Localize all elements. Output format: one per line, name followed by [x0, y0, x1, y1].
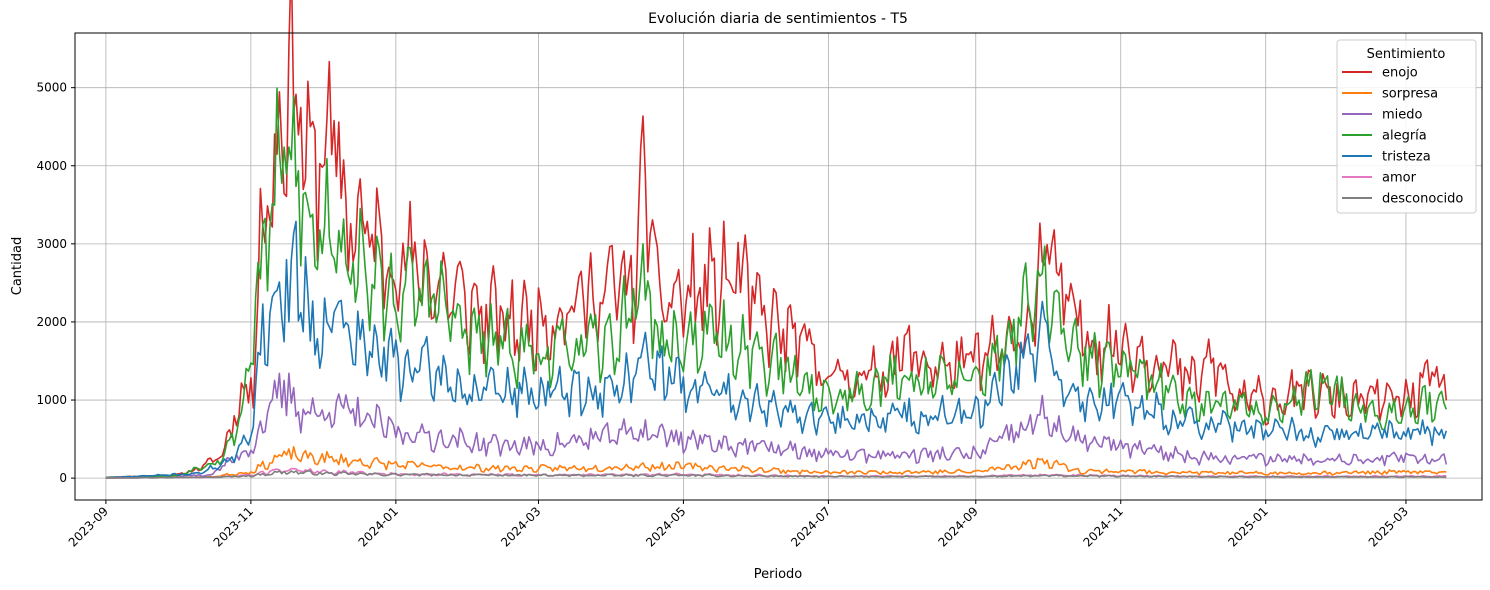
legend-box: [1336, 39, 1477, 214]
legend-label-desconocido: desconocido: [1382, 192, 1463, 207]
legend-label-sorpresa: sorpresa: [1382, 87, 1438, 102]
series-line-desconocido: [105, 470, 1447, 479]
y-tick-label: 5000: [36, 81, 67, 95]
x-tick-label: 2023-09: [66, 504, 111, 549]
series-line-alegría: [105, 87, 1448, 479]
y-tick-label: 0: [59, 471, 67, 485]
y-axis: 0 1000 2000 3000 4000 5000: [36, 81, 75, 485]
y-tick-label: 3000: [36, 237, 67, 251]
y-tick-label: 4000: [36, 159, 67, 173]
x-tick-label: 2024-03: [498, 504, 543, 549]
series-line-tristeza: [105, 220, 1448, 479]
x-tick-label: 2025-01: [1225, 504, 1270, 549]
y-tick-label: 2000: [36, 315, 67, 329]
x-axis: 2023-09 2023-11 2024-01 2024-03 2024-05 2024-…: [66, 500, 1411, 550]
legend-label-enojo: enojo: [1382, 66, 1418, 81]
plot-frame: [74, 32, 1483, 501]
legend: Sentimiento enojo sorpresa miedo alegría tri…: [1336, 39, 1477, 214]
x-tick-label: 2024-07: [788, 504, 833, 549]
chart-title: Evolución diaria de sentimientos - T5: [648, 11, 908, 27]
y-axis-label: Cantidad: [10, 237, 25, 295]
y-tick-label: 1000: [36, 393, 67, 407]
legend-label-tristeza: tristeza: [1382, 150, 1431, 165]
legend-label-alegría: alegría: [1382, 129, 1427, 144]
legend-label-amor: amor: [1382, 171, 1417, 186]
series-line-enojo: [105, 0, 1448, 479]
series-lines: [105, 0, 1448, 479]
series-line-miedo: [105, 372, 1448, 479]
x-tick-label: 2024-11: [1081, 504, 1126, 549]
legend-label-miedo: miedo: [1382, 108, 1423, 123]
legend-title: Sentimiento: [1367, 47, 1446, 62]
x-tick-label: 2024-01: [356, 504, 401, 549]
x-tick-label: 2023-11: [211, 504, 256, 549]
x-tick-label: 2024-05: [643, 504, 688, 549]
x-tick-label: 2024-09: [936, 504, 981, 549]
x-axis-label: Periodo: [754, 567, 803, 582]
x-tick-label: 2025-03: [1366, 504, 1411, 549]
series-line-sorpresa: [105, 446, 1447, 479]
